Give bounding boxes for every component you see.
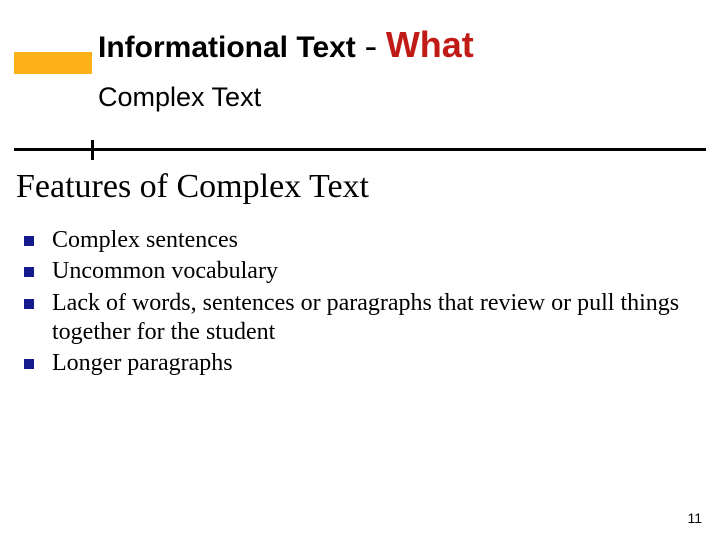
bullet-list: Complex sentences Uncommon vocabulary La… <box>16 226 704 380</box>
title-area: Informational Text - What Complex Text <box>98 24 698 113</box>
bullet-text: Complex sentences <box>52 226 704 255</box>
bullet-icon <box>24 299 34 309</box>
bullet-text: Longer paragraphs <box>52 349 704 378</box>
list-item: Uncommon vocabulary <box>16 257 704 286</box>
list-item: Complex sentences <box>16 226 704 255</box>
bullet-icon <box>24 359 34 369</box>
bullet-text: Uncommon vocabulary <box>52 257 704 286</box>
list-item: Longer paragraphs <box>16 349 704 378</box>
title-dash: - <box>356 25 386 65</box>
title-main: Informational Text <box>98 31 356 64</box>
bullet-icon <box>24 236 34 246</box>
divider-tick <box>91 140 94 160</box>
bullet-text: Lack of words, sentences or paragraphs t… <box>52 289 704 348</box>
page-number: 11 <box>687 510 702 526</box>
accent-block <box>14 52 92 74</box>
divider-line <box>14 148 706 151</box>
list-item: Lack of words, sentences or paragraphs t… <box>16 289 704 348</box>
bullet-icon <box>24 267 34 277</box>
section-heading: Features of Complex Text <box>16 168 369 206</box>
title-subtitle: Complex Text <box>98 82 698 113</box>
title-highlight: What <box>386 24 474 65</box>
